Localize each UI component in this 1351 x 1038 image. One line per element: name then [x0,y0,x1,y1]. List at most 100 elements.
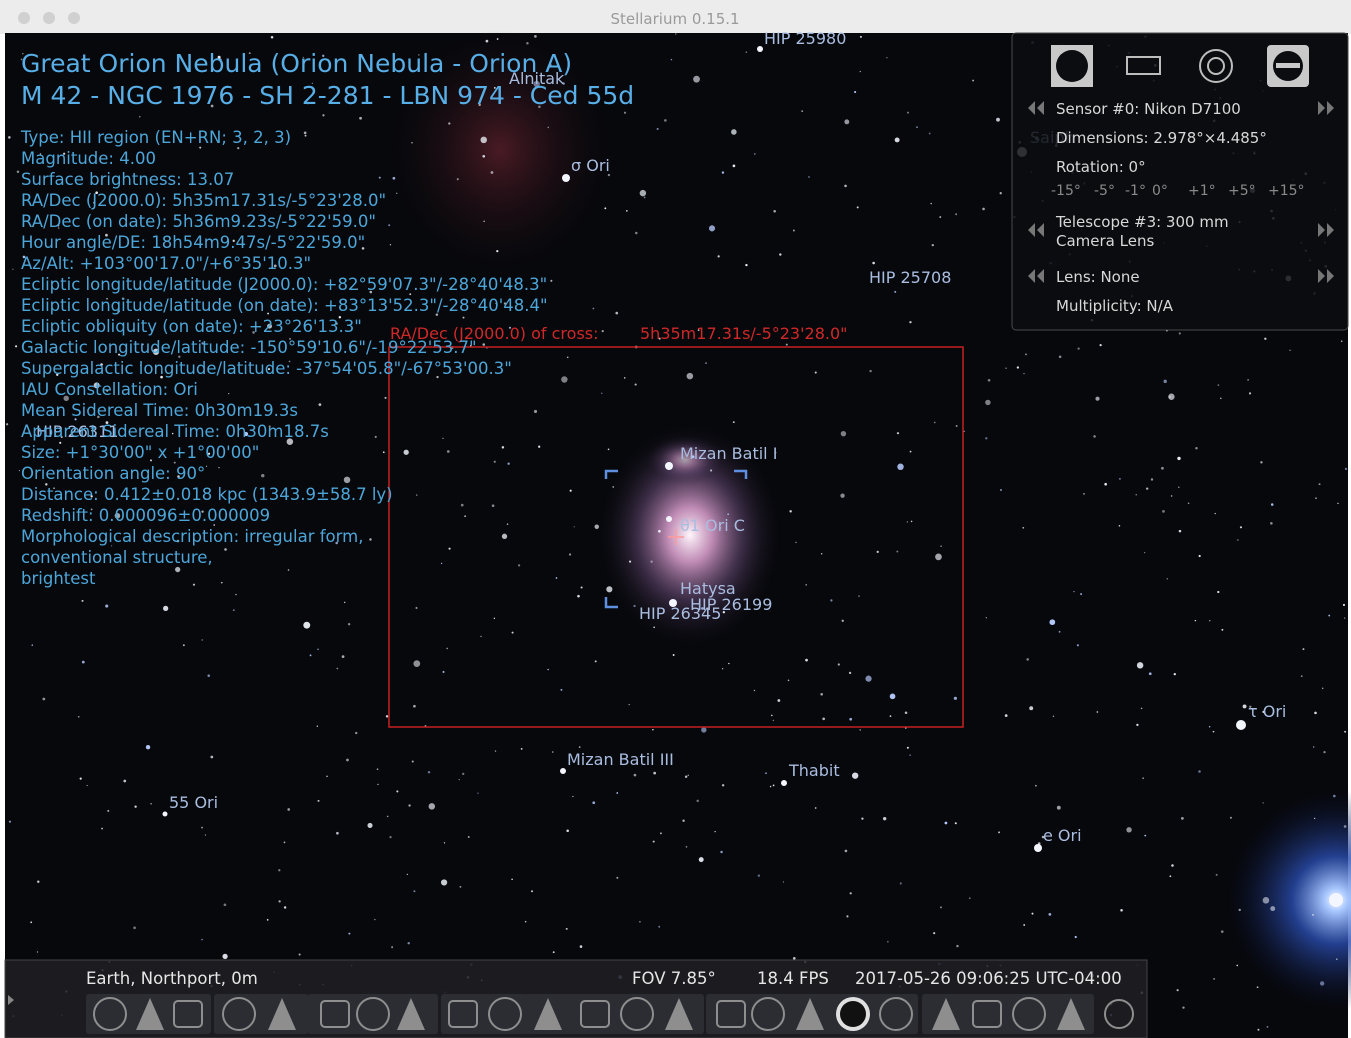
star [205,834,206,835]
star [786,344,788,346]
star [385,397,387,399]
star [82,661,85,664]
star [1083,493,1085,495]
star [1264,338,1266,340]
close-button[interactable] [18,12,30,24]
star [413,890,415,892]
info-line: Type: HII region (EN+RN; 3, 2, 3) [20,128,291,147]
star [929,133,931,135]
info-line: brightest [21,569,96,588]
star [699,857,704,862]
star [444,842,445,843]
star [80,778,82,780]
star [284,906,286,908]
star [1220,398,1222,400]
star [429,803,435,809]
star [1322,688,1323,689]
bright-star [560,768,566,774]
star [932,244,934,246]
star [1237,539,1238,540]
icon [840,1001,866,1027]
star [854,91,856,93]
star [930,203,932,205]
star [461,504,464,507]
star [629,561,631,563]
star [1093,435,1096,438]
star [998,831,1000,833]
star [1075,936,1077,938]
star [861,818,863,820]
bright-star [1034,844,1042,852]
info-line: Surface brightness: 13.07 [21,170,234,189]
rotation-button[interactable]: -15° [1051,183,1081,199]
star [850,892,852,894]
star [996,118,1000,122]
star [442,438,443,439]
star [1104,483,1107,486]
star [299,953,301,955]
rotation-button[interactable]: -1° [1125,183,1146,199]
telescope: Telescope #3: 300 mm [1055,213,1229,231]
star [1119,525,1121,527]
star [1022,527,1024,529]
star [842,620,844,622]
star [17,171,20,174]
star [19,470,20,471]
star [1142,777,1144,779]
star [336,832,339,835]
star [105,605,108,608]
rotation-button[interactable]: 0° [1152,183,1168,199]
info-line: Distance: 0.412±0.018 kpc (1343.9±58.7 l… [21,485,393,504]
star [658,530,661,533]
star [1136,494,1137,495]
star [1262,802,1263,803]
star [595,660,597,662]
star [722,668,723,669]
star [765,772,767,774]
rotation-button[interactable]: +15° [1268,183,1305,199]
star [574,526,575,527]
star [773,210,776,213]
star [770,786,772,788]
rotation-button[interactable]: +5° [1228,183,1256,199]
star [386,715,388,717]
star [956,945,958,947]
star [685,776,687,778]
star [604,207,606,209]
star [428,771,430,773]
minimize-button[interactable] [43,12,55,24]
star [1323,751,1325,753]
star [1236,965,1238,967]
star [367,823,372,828]
star [907,521,908,522]
star [494,461,496,463]
star [1029,706,1033,710]
star [897,464,903,470]
star [1144,552,1145,553]
rotation-button[interactable]: +1° [1188,183,1216,199]
star [1337,503,1338,504]
star [1151,478,1153,480]
star [526,42,529,45]
rotation-button[interactable]: -5° [1094,183,1115,199]
star [673,654,675,656]
star [860,71,861,72]
star [1270,906,1275,911]
star [859,729,861,731]
star [1171,495,1172,496]
toolbar-button[interactable] [836,997,870,1031]
star [849,672,851,674]
star [1319,483,1321,485]
star [805,659,808,662]
star [1162,510,1165,513]
star [722,171,724,173]
star [793,230,795,232]
info-line: Ecliptic obliquity (on date): +23°26'13.… [21,317,362,336]
star [1078,348,1080,350]
star [1100,344,1102,346]
star [379,177,381,179]
zoom-button[interactable] [68,12,80,24]
star [986,617,987,618]
star [693,76,700,83]
star [801,110,803,112]
